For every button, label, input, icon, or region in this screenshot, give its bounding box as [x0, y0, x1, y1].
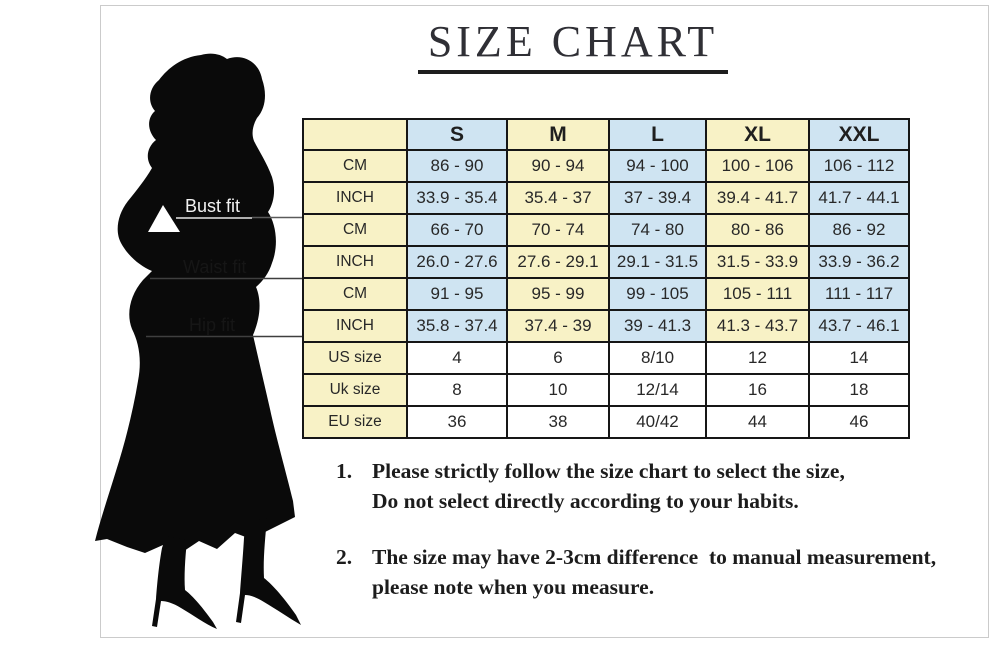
size-value-cell: 39 - 41.3: [608, 309, 707, 343]
size-col-header-s: S: [406, 118, 508, 151]
size-value-cell: 44: [705, 405, 810, 439]
size-value-cell: 111 - 117: [808, 277, 910, 311]
size-value-cell: 41.7 - 44.1: [808, 181, 910, 215]
size-value-cell: 26.0 - 27.6: [406, 245, 508, 279]
us-size-row: US size 4 6 8/10 12 14: [302, 341, 910, 375]
size-value-cell: 41.3 - 43.7: [705, 309, 810, 343]
size-value-cell: 29.1 - 31.5: [608, 245, 707, 279]
note-number: 1.: [336, 459, 353, 483]
waist-cm-row: CM 66 - 70 70 - 74 74 - 80 80 - 86 86 - …: [302, 213, 910, 247]
row-label: INCH: [302, 245, 408, 279]
size-value-cell: 37 - 39.4: [608, 181, 707, 215]
waist-inch-row: INCH 26.0 - 27.6 27.6 - 29.1 29.1 - 31.5…: [302, 245, 910, 279]
size-value-cell: 40/42: [608, 405, 707, 439]
size-value-cell: 8/10: [608, 341, 707, 375]
size-table: S M L XL XXL CM 86 - 90 90 - 94 94 - 100…: [302, 118, 910, 439]
size-value-cell: 66 - 70: [406, 213, 508, 247]
hip-cm-row: CM 91 - 95 95 - 99 99 - 105 105 - 111 11…: [302, 277, 910, 311]
size-value-cell: 37.4 - 39: [506, 309, 610, 343]
row-label: INCH: [302, 181, 408, 215]
size-value-cell: 38: [506, 405, 610, 439]
size-value-cell: 16: [705, 373, 810, 407]
size-value-cell: 86 - 90: [406, 149, 508, 183]
hip-inch-row: INCH 35.8 - 37.4 37.4 - 39 39 - 41.3 41.…: [302, 309, 910, 343]
size-value-cell: 27.6 - 29.1: [506, 245, 610, 279]
size-value-cell: 74 - 80: [608, 213, 707, 247]
size-value-cell: 33.9 - 35.4: [406, 181, 508, 215]
size-col-header-xl: XL: [705, 118, 810, 151]
size-value-cell: 8: [406, 373, 508, 407]
size-value-cell: 91 - 95: [406, 277, 508, 311]
notes-section: 1. Please strictly follow the size chart…: [336, 456, 996, 628]
size-value-cell: 14: [808, 341, 910, 375]
size-value-cell: 33.9 - 36.2: [808, 245, 910, 279]
size-value-cell: 35.8 - 37.4: [406, 309, 508, 343]
row-label: CM: [302, 213, 408, 247]
size-col-header-xxl: XXL: [808, 118, 910, 151]
title-underline: [418, 70, 728, 74]
note-item-2: 2. The size may have 2-3cm difference to…: [336, 542, 996, 602]
size-value-cell: 31.5 - 33.9: [705, 245, 810, 279]
size-table-header-row: S M L XL XXL: [302, 118, 910, 151]
size-value-cell: 100 - 106: [705, 149, 810, 183]
note-line: The size may have 2-3cm difference to ma…: [372, 545, 937, 569]
note-number: 2.: [336, 545, 353, 569]
note-line: Do not select directly according to your…: [372, 489, 799, 513]
bust-inch-row: INCH 33.9 - 35.4 35.4 - 37 37 - 39.4 39.…: [302, 181, 910, 215]
size-value-cell: 12/14: [608, 373, 707, 407]
size-value-cell: 10: [506, 373, 610, 407]
row-label: Uk size: [302, 373, 408, 407]
size-value-cell: 46: [808, 405, 910, 439]
row-label: CM: [302, 277, 408, 311]
table-corner-cell: [302, 118, 408, 151]
note-line: Please strictly follow the size chart to…: [372, 459, 845, 483]
size-value-cell: 90 - 94: [506, 149, 610, 183]
size-value-cell: 35.4 - 37: [506, 181, 610, 215]
size-value-cell: 39.4 - 41.7: [705, 181, 810, 215]
size-value-cell: 106 - 112: [808, 149, 910, 183]
size-value-cell: 4: [406, 341, 508, 375]
eu-size-row: EU size 36 38 40/42 44 46: [302, 405, 910, 439]
size-value-cell: 80 - 86: [705, 213, 810, 247]
row-label: EU size: [302, 405, 408, 439]
size-value-cell: 86 - 92: [808, 213, 910, 247]
note-item-1: 1. Please strictly follow the size chart…: [336, 456, 996, 516]
row-label: US size: [302, 341, 408, 375]
size-value-cell: 43.7 - 46.1: [808, 309, 910, 343]
row-label: CM: [302, 149, 408, 183]
size-value-cell: 12: [705, 341, 810, 375]
size-value-cell: 94 - 100: [608, 149, 707, 183]
size-col-header-l: L: [608, 118, 707, 151]
page-title: SIZE CHART: [427, 17, 719, 66]
size-value-cell: 18: [808, 373, 910, 407]
size-value-cell: 95 - 99: [506, 277, 610, 311]
size-value-cell: 105 - 111: [705, 277, 810, 311]
size-value-cell: 99 - 105: [608, 277, 707, 311]
size-col-header-m: M: [506, 118, 610, 151]
size-value-cell: 6: [506, 341, 610, 375]
note-line: please note when you measure.: [372, 575, 655, 599]
size-value-cell: 36: [406, 405, 508, 439]
size-value-cell: 70 - 74: [506, 213, 610, 247]
row-label: INCH: [302, 309, 408, 343]
uk-size-row: Uk size 8 10 12/14 16 18: [302, 373, 910, 407]
bust-cm-row: CM 86 - 90 90 - 94 94 - 100 100 - 106 10…: [302, 149, 910, 183]
